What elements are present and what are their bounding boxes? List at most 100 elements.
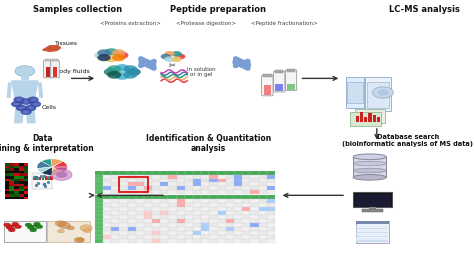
Bar xyxy=(95,203,103,207)
Bar xyxy=(226,207,234,211)
Bar xyxy=(368,113,372,122)
Bar xyxy=(144,190,152,194)
Bar xyxy=(128,215,136,219)
Circle shape xyxy=(57,229,64,233)
Bar xyxy=(95,231,103,235)
Bar xyxy=(210,239,218,243)
Bar xyxy=(168,186,177,190)
Bar xyxy=(19,197,24,199)
Bar xyxy=(152,179,160,182)
FancyBboxPatch shape xyxy=(285,70,297,91)
Circle shape xyxy=(107,65,121,73)
Bar xyxy=(250,235,258,239)
Bar xyxy=(95,186,103,190)
Bar xyxy=(14,191,19,194)
Bar xyxy=(5,173,9,176)
Bar xyxy=(193,190,201,194)
Bar xyxy=(9,171,14,173)
Bar xyxy=(128,207,136,211)
Bar xyxy=(258,207,267,211)
Bar xyxy=(95,239,103,243)
Bar xyxy=(119,231,128,235)
Bar xyxy=(119,171,128,175)
Bar xyxy=(234,182,242,186)
Bar xyxy=(218,190,226,194)
Text: Identification & Quantitation
analysis: Identification & Quantitation analysis xyxy=(146,134,271,153)
Bar xyxy=(103,186,111,190)
Bar xyxy=(250,175,258,179)
Bar xyxy=(250,186,258,190)
Bar xyxy=(193,175,201,179)
Bar xyxy=(19,168,24,171)
Point xyxy=(41,184,49,188)
Circle shape xyxy=(164,56,174,62)
Circle shape xyxy=(67,226,74,230)
Ellipse shape xyxy=(353,154,386,160)
Bar xyxy=(160,199,168,203)
Bar xyxy=(24,197,28,199)
Bar xyxy=(152,219,160,223)
Bar xyxy=(24,168,28,171)
Bar xyxy=(103,231,111,235)
Bar xyxy=(144,239,152,243)
Bar xyxy=(160,211,168,215)
Bar xyxy=(242,171,250,175)
Bar xyxy=(136,223,144,227)
Bar xyxy=(103,219,111,223)
Bar xyxy=(42,178,44,180)
Circle shape xyxy=(14,97,24,103)
Bar xyxy=(136,239,144,243)
Bar xyxy=(177,227,185,231)
Bar xyxy=(136,186,144,190)
Circle shape xyxy=(17,98,21,101)
FancyBboxPatch shape xyxy=(44,60,52,78)
Bar xyxy=(103,175,111,179)
Bar xyxy=(234,227,242,231)
Bar xyxy=(9,181,14,184)
Bar xyxy=(136,199,144,203)
Bar xyxy=(250,179,258,182)
Bar xyxy=(242,175,250,179)
Bar xyxy=(258,215,267,219)
Bar xyxy=(275,84,283,91)
Bar xyxy=(218,235,226,239)
Bar xyxy=(168,211,177,215)
Bar xyxy=(14,179,19,181)
Bar xyxy=(234,215,242,219)
Bar xyxy=(24,186,28,189)
Circle shape xyxy=(31,98,36,101)
Bar xyxy=(160,190,168,194)
Bar xyxy=(19,181,24,184)
Bar xyxy=(136,219,144,223)
Bar xyxy=(242,235,250,239)
Bar xyxy=(5,189,9,191)
Bar xyxy=(144,215,152,219)
Bar xyxy=(152,231,160,235)
Bar xyxy=(128,203,136,207)
Circle shape xyxy=(105,48,118,56)
FancyBboxPatch shape xyxy=(273,71,285,92)
Bar xyxy=(193,239,201,243)
Bar xyxy=(32,173,52,189)
Bar xyxy=(242,227,250,231)
Bar xyxy=(177,215,185,219)
Wedge shape xyxy=(52,167,64,175)
Bar xyxy=(14,166,19,168)
Bar xyxy=(144,231,152,235)
Bar xyxy=(201,186,210,190)
Bar xyxy=(111,182,119,186)
Bar xyxy=(168,207,177,211)
Bar xyxy=(144,195,152,199)
Circle shape xyxy=(175,54,185,59)
Text: Database search
(bioinformatic analysis of MS data): Database search (bioinformatic analysis … xyxy=(342,134,473,147)
Bar xyxy=(250,171,258,175)
Bar xyxy=(47,221,90,242)
Bar xyxy=(356,238,388,240)
Bar xyxy=(128,186,136,190)
Text: Body fluids: Body fluids xyxy=(55,69,89,75)
Bar xyxy=(111,203,119,207)
Bar xyxy=(193,186,201,190)
Bar xyxy=(242,219,250,223)
Bar xyxy=(287,69,295,72)
Bar xyxy=(136,182,144,186)
